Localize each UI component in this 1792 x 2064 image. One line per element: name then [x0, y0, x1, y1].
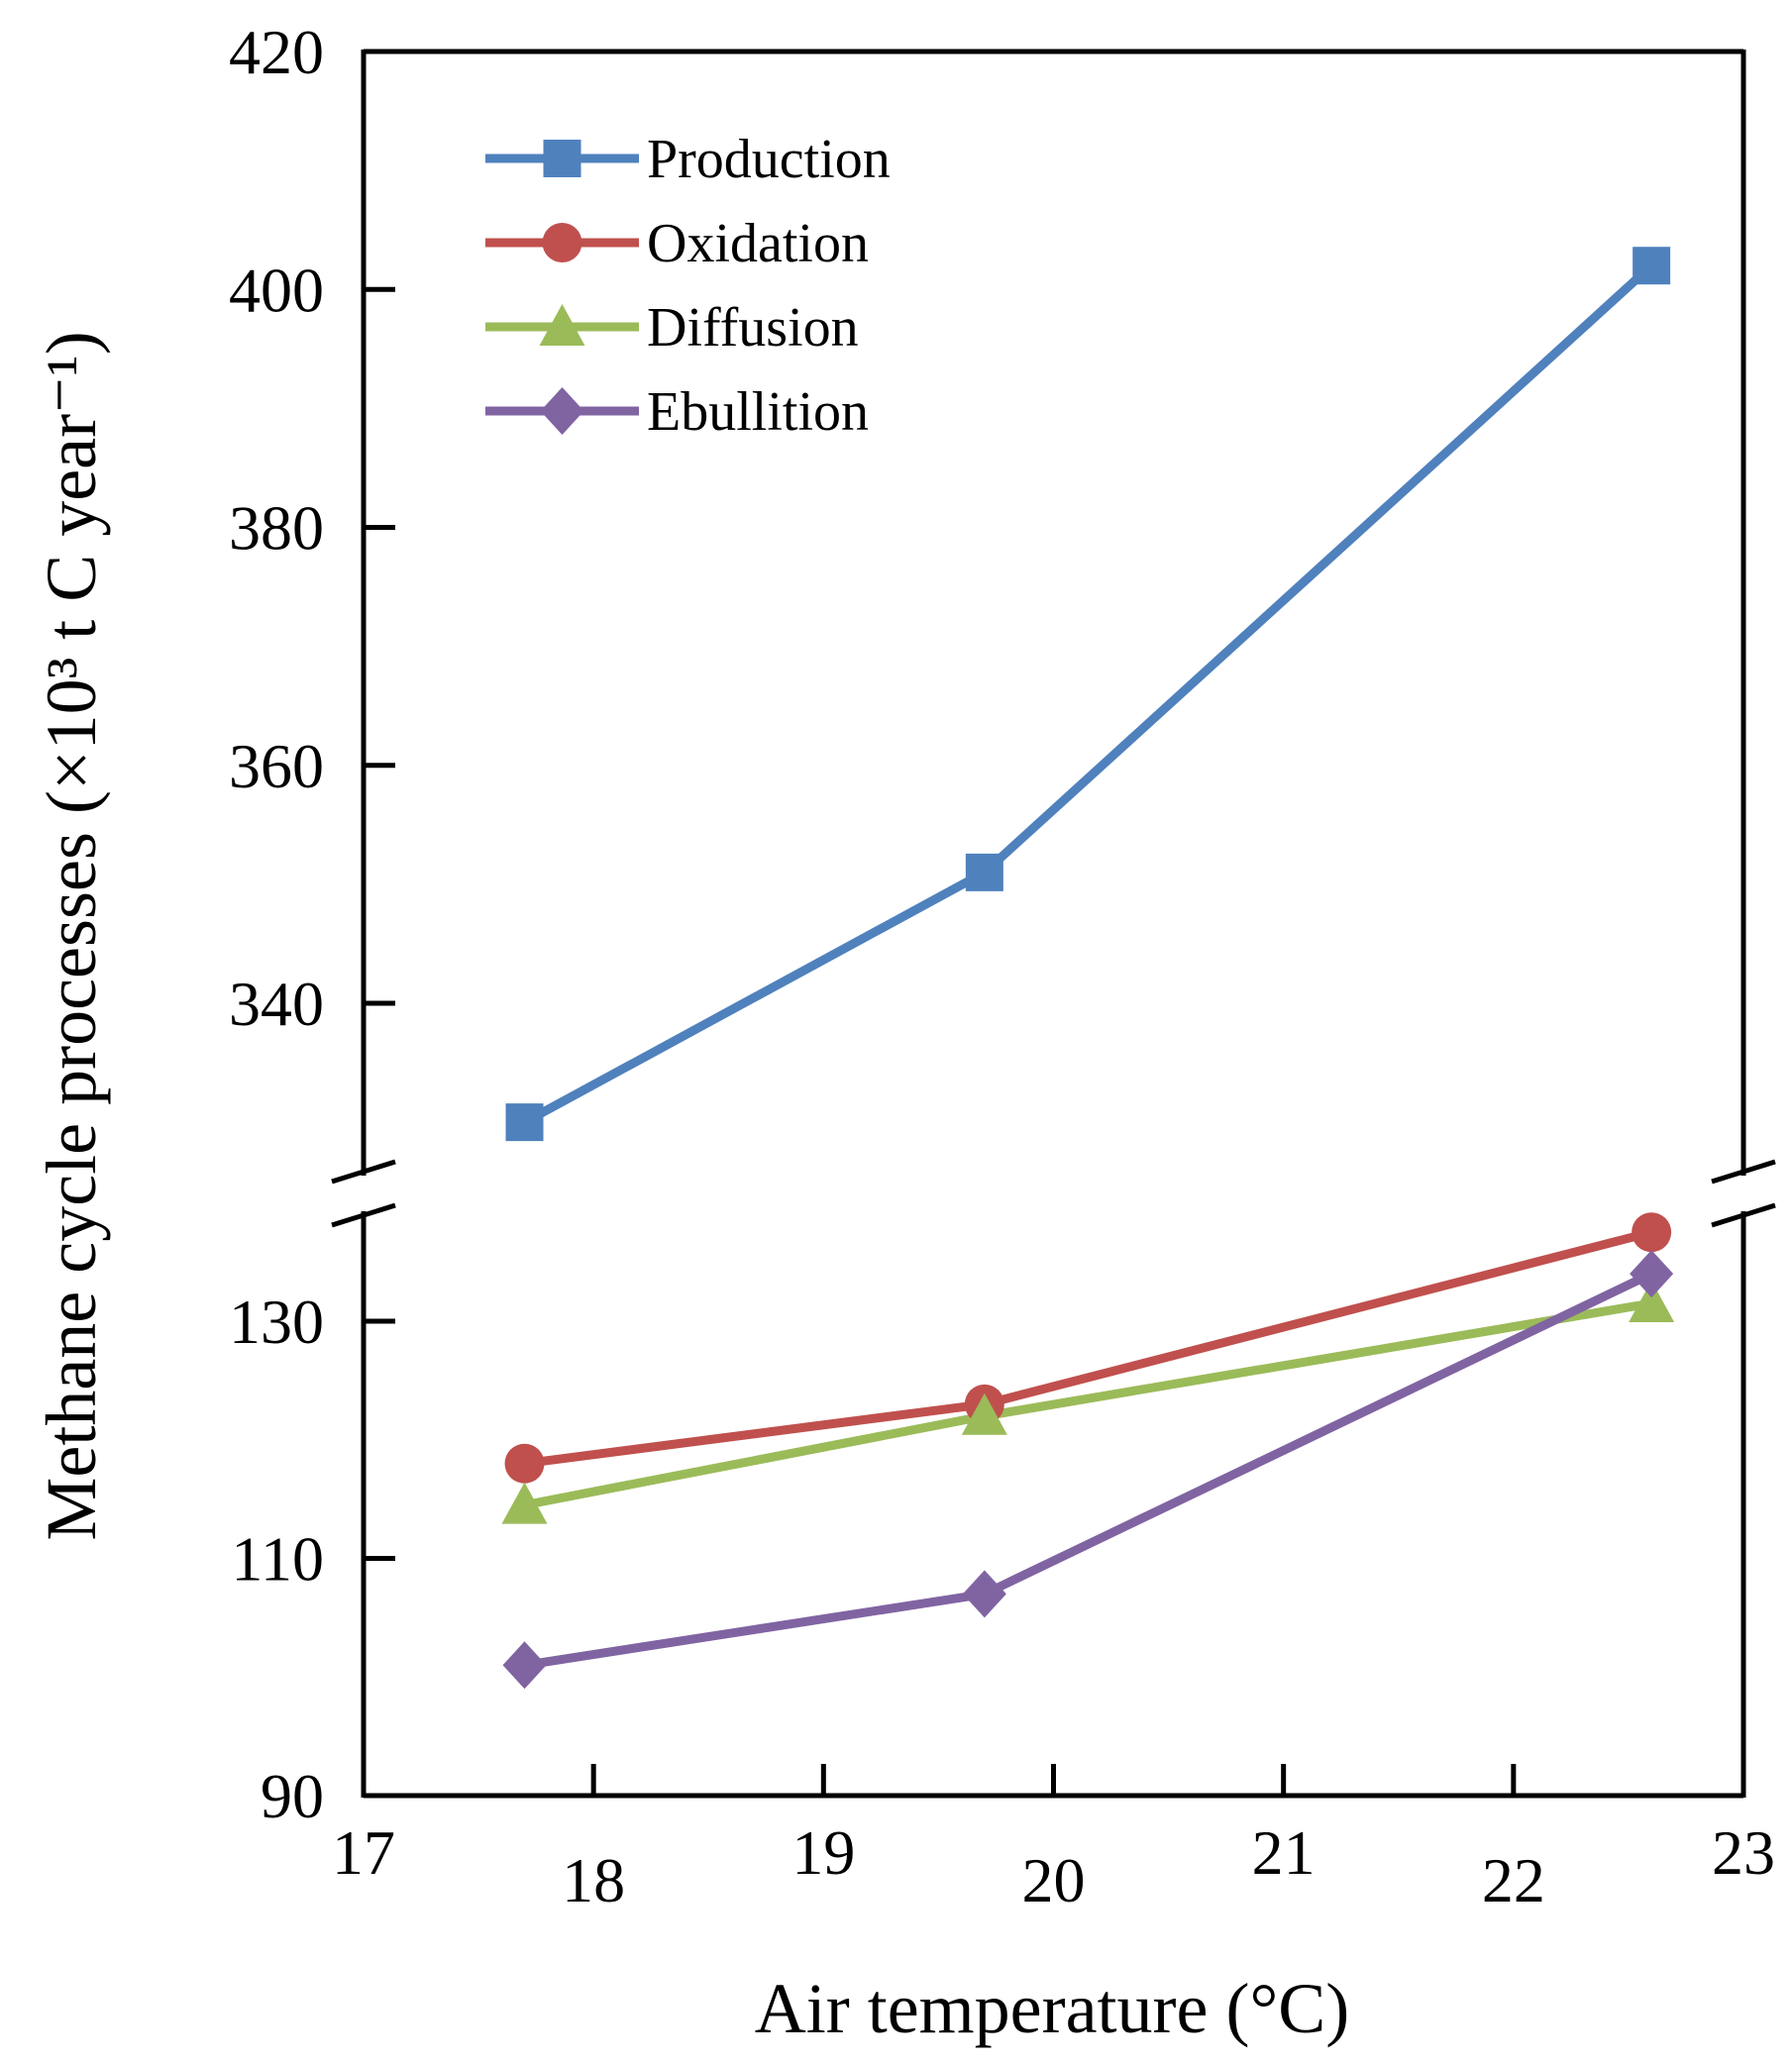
data-point-oxidation: [1632, 1212, 1672, 1253]
data-point-production: [965, 853, 1003, 891]
x-tick-label: 23: [1712, 1817, 1775, 1888]
series-line-oxidation: [523, 1227, 1653, 1469]
data-point-production: [505, 1103, 544, 1142]
y-tick-label: 380: [229, 493, 324, 564]
legend-label-ebullition: Ebullition: [647, 381, 869, 443]
legend-item-ebullition: Ebullition: [485, 381, 869, 443]
data-point-oxidation: [504, 1443, 545, 1484]
tick-labels: 17 18 19 20 21 22 23 340 360 380 400 420 90 110 130: [229, 17, 1775, 1915]
legend-marker-ebullition: [540, 387, 584, 435]
y-axis-label: Methane cycle processes (×10³ t C year⁻¹…: [32, 331, 111, 1540]
data-point-ebullition: [1630, 1250, 1674, 1298]
data-point-diffusion: [501, 1482, 548, 1524]
legend-marker-production: [543, 140, 581, 177]
legend-item-production: Production: [485, 129, 891, 190]
legend-marker-diffusion: [539, 304, 585, 346]
y-tick-label: 110: [231, 1524, 324, 1595]
legend: Production Oxidation Diffusion Ebullition: [485, 129, 891, 443]
x-tick-label: 18: [562, 1845, 625, 1915]
data-point-production: [1633, 247, 1671, 285]
axis-break-right: [1711, 1202, 1776, 1228]
x-tick-label: 19: [791, 1817, 855, 1888]
data-point-ebullition: [502, 1641, 547, 1690]
x-tick-label: 21: [1252, 1817, 1316, 1888]
legend-item-oxidation: Oxidation: [485, 213, 869, 274]
axis-break-left: [331, 1202, 396, 1228]
x-tick-label: 20: [1022, 1845, 1086, 1915]
legend-item-diffusion: Diffusion: [485, 297, 859, 359]
y-tick-label: 130: [229, 1287, 324, 1357]
legend-label-oxidation: Oxidation: [647, 213, 869, 274]
legend-marker-oxidation: [542, 223, 582, 262]
x-tick-label: 17: [332, 1817, 395, 1888]
x-axis-label: Air temperature (°C): [755, 1969, 1350, 2048]
axis-break-left: [331, 1159, 396, 1185]
axes: [331, 49, 1776, 1799]
data-point-diffusion: [961, 1393, 1007, 1435]
y-tick-label: 340: [229, 969, 324, 1039]
x-tick-label: 22: [1482, 1845, 1545, 1915]
y-tick-label: 90: [261, 1761, 324, 1831]
y-tick-label: 360: [229, 731, 324, 801]
data-point-ebullition: [962, 1570, 1006, 1618]
legend-label-diffusion: Diffusion: [647, 297, 859, 359]
y-tick-label: 400: [229, 255, 324, 325]
series-line-diffusion: [523, 1298, 1652, 1510]
axis-break-right: [1711, 1159, 1776, 1185]
series-lines: [522, 261, 1655, 1670]
data-point-diffusion: [1629, 1281, 1675, 1323]
y-tick-label: 420: [229, 17, 324, 87]
legend-label-production: Production: [647, 129, 891, 190]
series-markers: [501, 247, 1675, 1690]
